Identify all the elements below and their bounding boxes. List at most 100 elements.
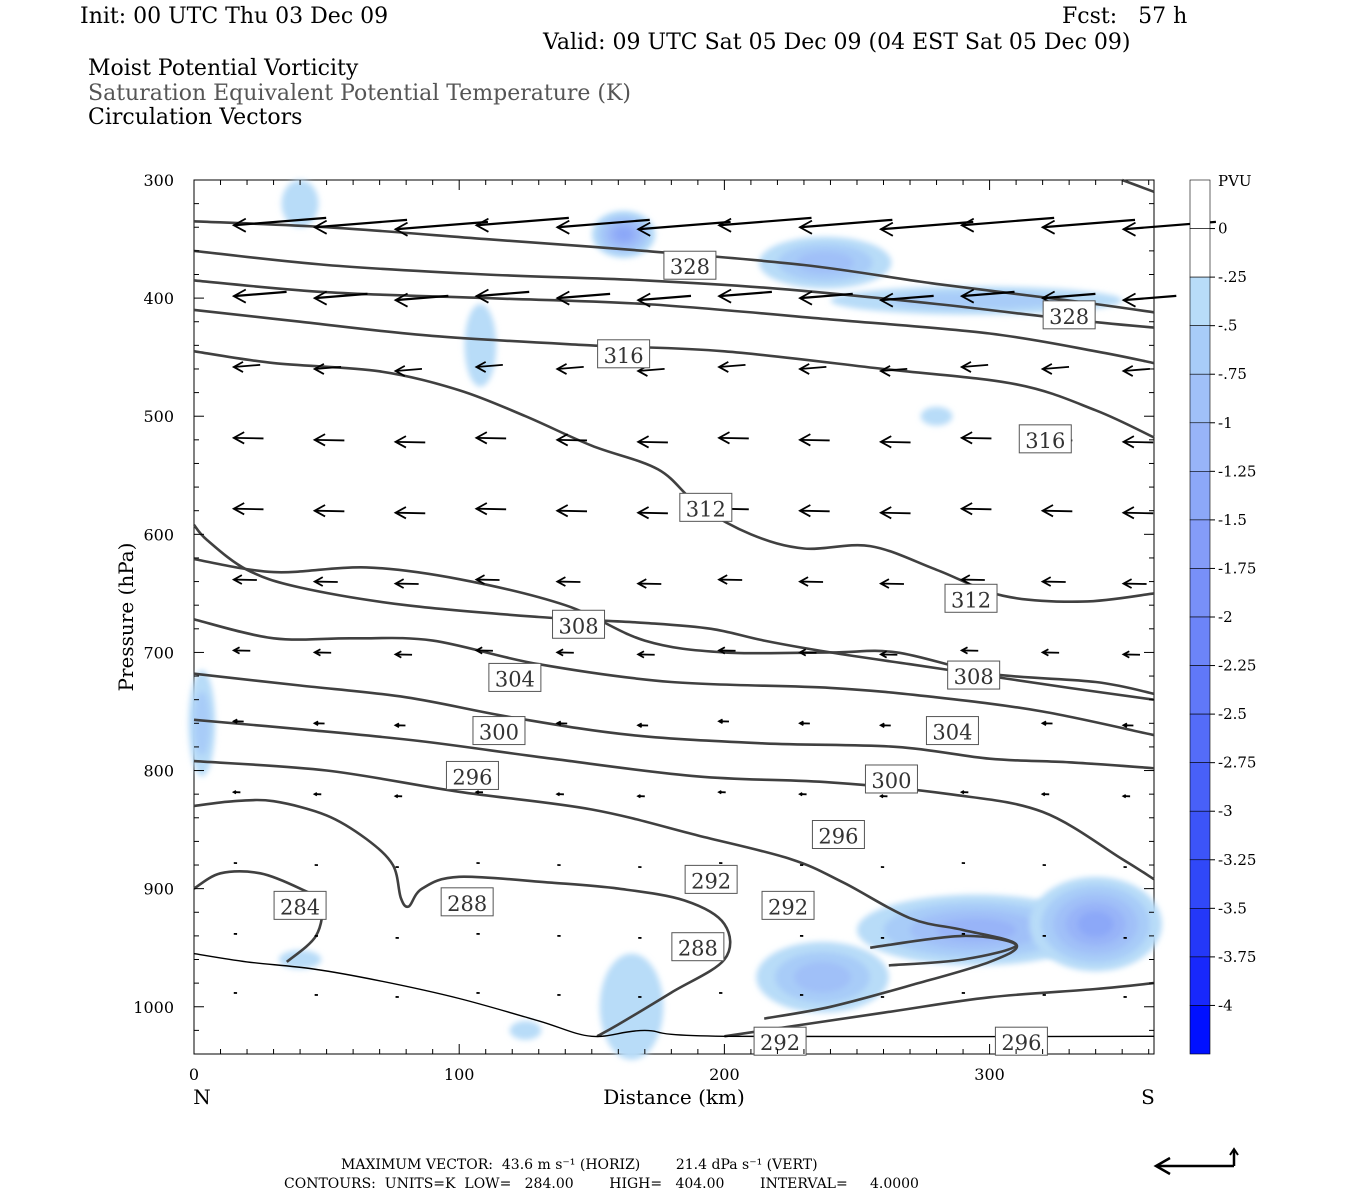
colorbar-title: PVU (1218, 172, 1252, 190)
contour-label-box (440, 887, 494, 917)
circulation-vector (878, 292, 934, 308)
pv-region-core (194, 691, 210, 756)
contour-labels: 328 328 316 316 312 312 308 304 308 300 304 296 300 2… (273, 250, 1096, 1056)
circulation-vector (1040, 576, 1066, 587)
reference-vector (1153, 1147, 1239, 1176)
contour-label-box (925, 716, 979, 746)
circulation-vector (312, 504, 345, 518)
colorbar-swatch (1189, 665, 1211, 715)
colorbar-swatch (1189, 568, 1211, 618)
pv-region-core (1077, 911, 1114, 937)
circulation-vector (636, 435, 668, 449)
contour-label-text: 308 (954, 665, 994, 689)
colorbar-swatch (1189, 713, 1211, 763)
colorbar-label: -3 (1218, 802, 1233, 820)
circulation-vector (312, 218, 408, 235)
colorbar-label: -1.5 (1218, 511, 1247, 529)
contour-label-box (1018, 424, 1072, 454)
circulation-vector (312, 792, 322, 797)
circulation-vector (1040, 504, 1073, 518)
circulation-vector (1121, 650, 1141, 659)
contour-line-308 (193, 557, 1155, 696)
circulation-vector (959, 288, 1015, 304)
circulation-vector (393, 794, 403, 799)
circulation-vector (393, 435, 426, 449)
contour-label: 316 (1018, 424, 1072, 454)
circulation-vector (393, 650, 413, 659)
circulation-vector (717, 288, 772, 304)
y-tick-label: 800 (143, 762, 174, 781)
contour-label-box (488, 662, 542, 692)
pv-region (509, 1020, 542, 1040)
pv-region (599, 953, 664, 1060)
contour-label: 308 (947, 660, 1001, 690)
circulation-vector (555, 792, 564, 797)
colorbar-label: -3.25 (1218, 851, 1256, 869)
contour-label: 328 (663, 250, 717, 280)
contour-label: 288 (440, 887, 494, 917)
field-title-vectors: Circulation Vectors (88, 105, 303, 130)
contour-label-text: 328 (670, 255, 710, 279)
circulation-vector (636, 650, 655, 659)
colorbar-swatch (1189, 1005, 1211, 1055)
circulation-vector (717, 574, 743, 585)
contour-label-text: 292 (760, 1031, 800, 1055)
circulation-vector (959, 502, 992, 516)
contour-label-box (947, 660, 1001, 690)
contour-label-box (472, 716, 526, 746)
contour-line-288 (870, 934, 1018, 967)
colorbar-swatch (1189, 179, 1211, 229)
contour-label: 304 (925, 716, 979, 746)
circulation-vector (1121, 794, 1131, 799)
circulation-vector (555, 218, 650, 235)
contour-label-text: 300 (871, 769, 911, 793)
contour-label-text: 312 (686, 497, 726, 521)
contour-label: 296 (994, 1026, 1048, 1056)
contour-label-text: 292 (691, 869, 731, 893)
circulation-vector (393, 506, 426, 520)
circulation-vector (393, 365, 423, 377)
circulation-vector (312, 290, 368, 306)
colorbar-swatch (1189, 325, 1211, 375)
axes: 300 400 500 600 700 800 900 1000 0 100 200 300 (133, 171, 1154, 1084)
contour-label-box (1042, 300, 1096, 330)
circulation-vector (231, 431, 264, 445)
colorbar-swatch (1189, 471, 1211, 521)
circulation-vector (798, 290, 853, 306)
contour-label: 292 (684, 864, 738, 894)
field-title-pv: Moist Potential Vorticity (88, 56, 359, 81)
contour-line-316 (193, 308, 1155, 439)
circulation-vector (959, 574, 985, 585)
y-axis-title: Pressure (hPa) (114, 543, 138, 692)
colorbar-swatch (1189, 616, 1211, 666)
circulation-vector (959, 216, 1055, 233)
circulation-vector (555, 720, 568, 726)
circulation-vectors (231, 216, 1216, 998)
circulation-vector (474, 288, 530, 304)
circulation-vector (878, 722, 891, 728)
circulation-vector (717, 431, 749, 445)
circulation-vector (1121, 506, 1154, 520)
forecast-hour: Fcst: 57 h (1062, 4, 1188, 29)
contour-label-box (597, 339, 651, 369)
pv-region (920, 406, 953, 426)
contour-label-text: 292 (768, 895, 808, 919)
colorbar-swatch (1189, 908, 1211, 958)
contour-label-box (994, 1026, 1048, 1056)
colorbar-swatch (1189, 956, 1211, 1006)
contour-label-text: 316 (1025, 429, 1065, 453)
circulation-vector (1121, 365, 1150, 377)
circulation-vector (798, 648, 817, 657)
colorbar-label: -2.75 (1218, 754, 1256, 772)
y-tick-label: 500 (143, 407, 174, 426)
circulation-vector (636, 220, 731, 237)
contour-label-box (663, 250, 717, 280)
circulation-vector (878, 220, 974, 237)
circulation-vector (312, 433, 345, 447)
x-tick-label: 0 (189, 1065, 199, 1084)
colorbar-label: -4 (1218, 996, 1233, 1014)
init-time: Init: 00 UTC Thu 03 Dec 09 (80, 4, 389, 29)
colorbar-swatch (1189, 276, 1211, 326)
circulation-vector (717, 361, 746, 373)
